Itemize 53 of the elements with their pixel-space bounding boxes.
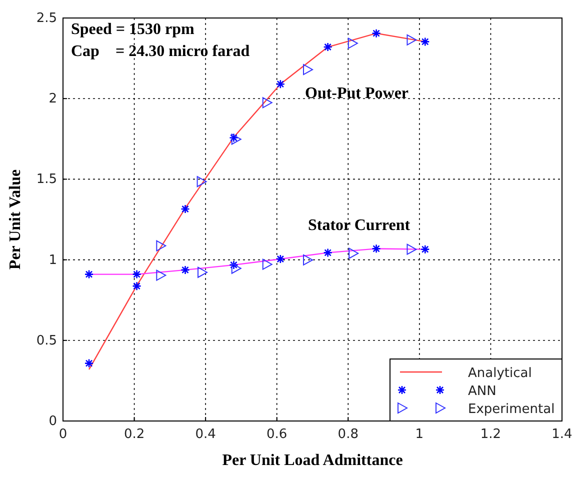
x-tick-label: 0.4 bbox=[195, 427, 216, 442]
point bbox=[132, 281, 142, 291]
x-tick-label: 0 bbox=[58, 427, 68, 442]
point bbox=[323, 248, 332, 258]
point bbox=[323, 42, 332, 52]
x-tick-label: 0.8 bbox=[338, 427, 358, 442]
legend-label: Experimental bbox=[468, 402, 555, 417]
point bbox=[180, 265, 190, 275]
point bbox=[198, 266, 208, 278]
point bbox=[180, 204, 190, 214]
point bbox=[420, 37, 430, 46]
y-axis-title: Per Unit Value bbox=[7, 169, 24, 270]
point bbox=[276, 254, 286, 264]
y-tick-label: 2.5 bbox=[36, 11, 57, 26]
x-tick-label: 1 bbox=[415, 427, 424, 442]
annotation: Stator Current bbox=[308, 217, 411, 234]
x-tick-label: 1.2 bbox=[480, 427, 502, 442]
y-tick-label: 1.5 bbox=[36, 172, 57, 188]
point bbox=[420, 244, 430, 254]
point bbox=[84, 270, 94, 279]
annotation: Out-Put Power bbox=[305, 85, 409, 102]
point bbox=[372, 244, 381, 254]
point bbox=[372, 28, 381, 38]
y-tick-label: 0.5 bbox=[36, 333, 57, 348]
point bbox=[303, 254, 314, 266]
point bbox=[84, 358, 94, 368]
point bbox=[262, 258, 272, 270]
point bbox=[132, 270, 142, 279]
legend-label: Analytical bbox=[468, 366, 532, 381]
y-tick-label: 1 bbox=[48, 252, 57, 268]
point bbox=[229, 133, 238, 142]
x-tick-label: 0.6 bbox=[266, 427, 288, 442]
x-axis-title: Per Unit Load Admittance bbox=[222, 452, 403, 469]
point bbox=[231, 262, 242, 274]
point bbox=[196, 176, 207, 188]
point bbox=[303, 64, 314, 76]
y-tick-label: 2 bbox=[48, 92, 57, 107]
point bbox=[262, 97, 272, 108]
point bbox=[348, 248, 359, 259]
x-tick-label: 1.4 bbox=[552, 427, 572, 442]
point bbox=[156, 240, 166, 252]
point bbox=[406, 34, 417, 46]
y-tick-label: 0 bbox=[48, 414, 57, 429]
x-tick-label: 0.2 bbox=[124, 427, 145, 442]
point bbox=[276, 79, 286, 89]
point bbox=[406, 244, 417, 255]
legend-label: ANN bbox=[468, 384, 496, 399]
point bbox=[156, 270, 166, 281]
point bbox=[348, 38, 358, 49]
annotation: Speed = 1530 rpm bbox=[71, 21, 196, 38]
point bbox=[231, 134, 242, 145]
annotation: Cap = 24.30 micro farad bbox=[71, 43, 250, 60]
point bbox=[229, 260, 238, 270]
